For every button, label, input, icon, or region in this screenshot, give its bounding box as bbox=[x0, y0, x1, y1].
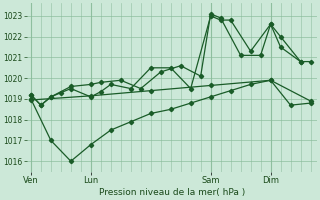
X-axis label: Pression niveau de la mer( hPa ): Pression niveau de la mer( hPa ) bbox=[99, 188, 245, 197]
